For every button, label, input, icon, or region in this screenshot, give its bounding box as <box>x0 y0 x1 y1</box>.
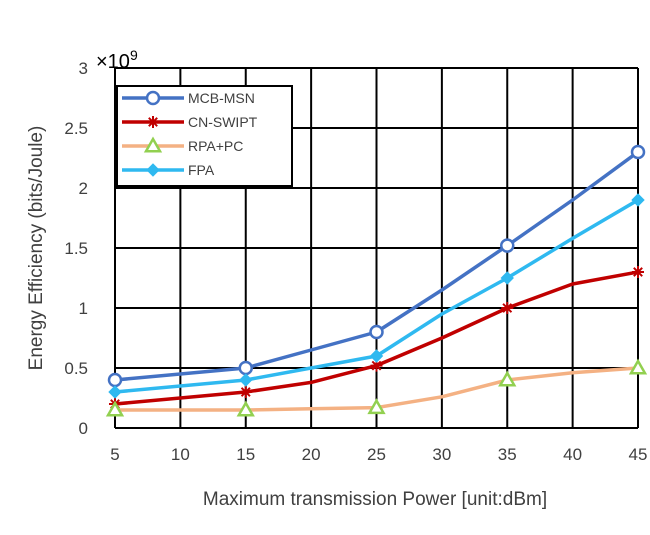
x-tick-label-3: 20 <box>302 445 321 464</box>
y-exponent-power: 9 <box>130 47 138 63</box>
legend-swatch-marker-0 <box>145 90 161 106</box>
x-tick-label-6: 35 <box>498 445 517 464</box>
data-point-1-3 <box>501 302 514 314</box>
x-tick-label-8: 45 <box>629 445 648 464</box>
series-line-0 <box>114 150 640 382</box>
x-tick-label-7: 40 <box>563 445 582 464</box>
legend-label-1: CN-SWIPT <box>188 114 258 130</box>
y-tick-label-6: 3 <box>79 59 88 78</box>
data-point-0-2 <box>369 324 384 340</box>
y-tick-label-2: 1 <box>79 299 88 318</box>
data-point-3-2 <box>369 349 384 363</box>
data-point-2-3 <box>498 370 517 387</box>
data-point-0-0 <box>107 372 123 388</box>
legend-label-3: FPA <box>188 162 215 178</box>
y-tick-label-1: 0.5 <box>64 359 88 378</box>
series-line-3 <box>114 198 639 394</box>
series-lines <box>114 150 640 412</box>
data-point-3-0 <box>108 385 122 399</box>
y-tick-label-3: 1.5 <box>64 239 88 258</box>
y-tick-label-4: 2 <box>79 179 88 198</box>
series-line-2 <box>115 366 639 412</box>
data-point-1-1 <box>239 386 252 398</box>
x-tick-label-4: 25 <box>367 445 386 464</box>
legend-swatch-marker-3 <box>146 163 160 177</box>
y-tick-label-0: 0 <box>79 419 88 438</box>
legend-swatch-marker-2 <box>143 136 163 153</box>
x-tick-label-0: 5 <box>110 445 119 464</box>
y-exponent-base: ×10 <box>96 51 130 73</box>
data-point-1-2 <box>370 359 383 372</box>
tick-labels: 5 10 15 20 25 30 35 40 45 0 0.5 1 1.5 2 2.5 3 <box>64 59 647 464</box>
data-point-2-2 <box>367 398 386 415</box>
x-tick-label-5: 30 <box>432 445 451 464</box>
x-axis-title: Maximum transmission Power [unit:dBm] <box>203 489 547 510</box>
data-point-3-1 <box>239 373 253 387</box>
data-point-0-3 <box>500 238 515 253</box>
data-point-0-1 <box>238 360 253 376</box>
legend: MCB-MSN CN-SWIPT RPA+PC FPA <box>116 85 293 187</box>
legend-label-0: MCB-MSN <box>188 90 255 106</box>
y-axis-title: Energy Efficiency (bits/Joule) <box>26 126 47 371</box>
legend-swatch-marker-1 <box>147 116 159 128</box>
data-point-2-0 <box>105 400 125 417</box>
data-point-3-4 <box>631 193 645 207</box>
legend-label-2: RPA+PC <box>188 138 243 154</box>
x-tick-label-1: 10 <box>171 445 190 464</box>
series-markers <box>105 144 648 417</box>
grid <box>114 67 639 429</box>
data-point-1-4 <box>632 266 644 278</box>
data-point-3-3 <box>500 271 514 285</box>
data-point-2-4 <box>628 358 648 375</box>
x-tick-label-2: 15 <box>236 445 255 464</box>
data-point-0-4 <box>630 144 646 160</box>
y-tick-label-5: 2.5 <box>64 119 88 138</box>
data-point-2-1 <box>236 400 255 417</box>
series-line-1 <box>114 270 639 406</box>
y-exponent-label: ×109 <box>96 47 138 73</box>
